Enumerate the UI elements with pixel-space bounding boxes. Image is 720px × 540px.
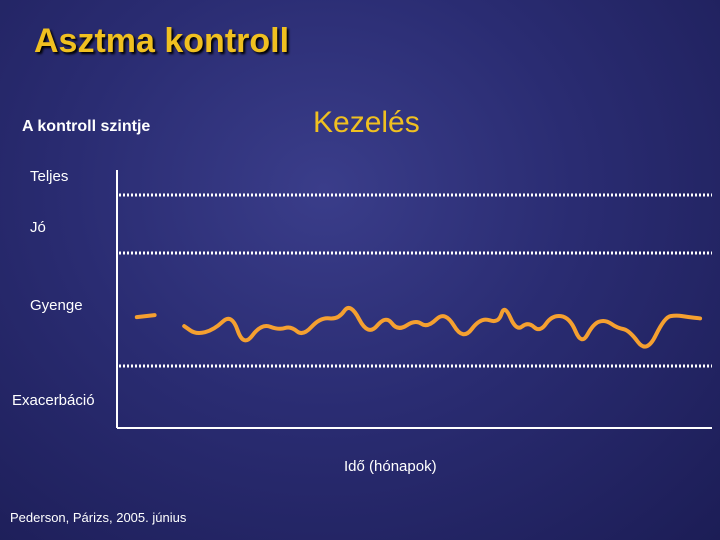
level-label-teljes: Teljes: [30, 168, 69, 185]
citation: Pederson, Párizs, 2005. június: [10, 510, 187, 525]
control-level-line-segment: [182, 306, 703, 349]
chart-title: Kezelés: [313, 106, 420, 139]
level-label-exacerbacio: Exacerbáció: [12, 392, 95, 409]
level-label-jo: Jó: [30, 219, 46, 236]
x-axis-label: Idő (hónapok): [344, 458, 437, 475]
level-label-gyenge: Gyenge: [30, 297, 83, 314]
control-level-line-segment: [134, 313, 157, 320]
y-axis-label: A kontroll szintje: [22, 118, 151, 135]
slide-title: Asztma kontroll: [34, 22, 290, 60]
